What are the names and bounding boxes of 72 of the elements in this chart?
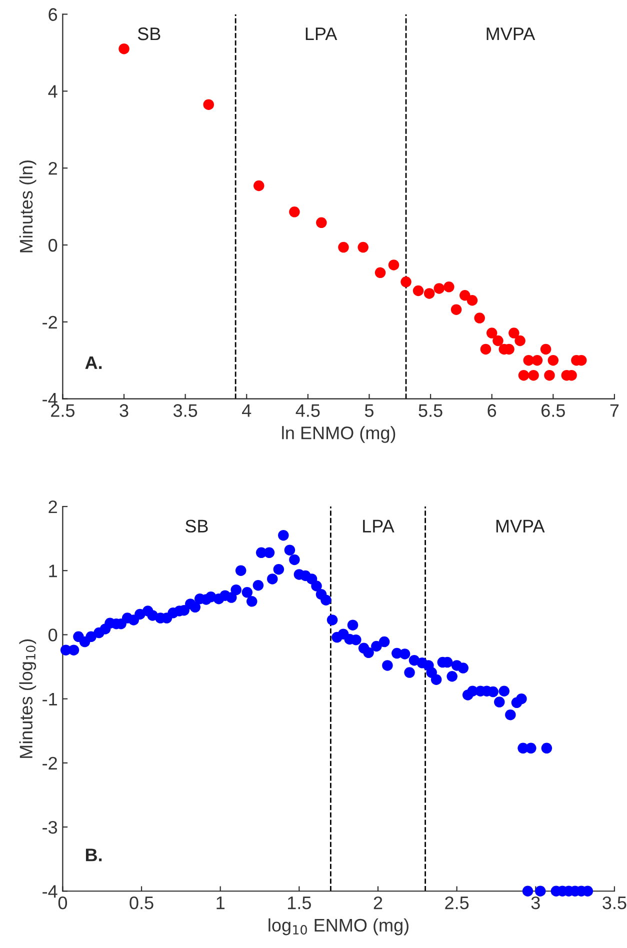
- x-tick-label: 7: [610, 404, 619, 417]
- y-tick-label: -2: [42, 756, 57, 770]
- point: [374, 267, 386, 278]
- annotation: LPA: [306, 28, 338, 40]
- point: [316, 217, 327, 228]
- x-tick-label: 2.5: [51, 404, 74, 417]
- y-tick-label: -4: [42, 885, 58, 898]
- x-tick-label: 2.5: [445, 896, 469, 910]
- point: [518, 370, 530, 381]
- x-tick-label: 1.5: [288, 896, 311, 910]
- x-tick-label: 4.5: [296, 404, 320, 417]
- point: [254, 180, 264, 192]
- point: [388, 260, 400, 270]
- y-axis-title: Minutes (ln): [19, 160, 36, 252]
- x-tick-label: 6: [488, 404, 496, 417]
- y-tick-label: 2: [48, 500, 57, 514]
- annotation: LPA: [363, 520, 394, 532]
- x-tick-label: 3: [531, 896, 540, 910]
- point: [203, 99, 214, 110]
- point: [514, 335, 526, 346]
- point: [548, 354, 559, 366]
- point: [532, 354, 543, 366]
- point: [459, 290, 470, 301]
- x-tick-label: 0.5: [130, 896, 154, 910]
- point: [474, 312, 485, 324]
- annotation: SB: [185, 520, 208, 533]
- annotation: MVPA: [496, 520, 545, 532]
- x-tick-label: 0: [58, 896, 68, 910]
- point: [508, 328, 520, 338]
- y-tick-label: 0: [48, 628, 58, 642]
- point: [480, 344, 492, 355]
- point: [528, 370, 539, 381]
- point: [444, 282, 454, 292]
- point: [450, 304, 462, 315]
- point: [118, 43, 130, 54]
- y-tick-label: 0: [48, 238, 58, 252]
- x-tick-label: 3: [120, 404, 128, 417]
- x-tick-label: 4: [242, 404, 252, 417]
- x-axis-title: ln ENMO (mg): [282, 426, 396, 443]
- point: [338, 242, 349, 253]
- point: [544, 370, 555, 381]
- annotation: MVPA: [486, 28, 536, 40]
- point: [434, 283, 445, 294]
- y-tick-label: -4: [42, 392, 58, 406]
- annotation: A.: [85, 356, 102, 369]
- y-tick-label: -2: [42, 316, 57, 328]
- x-axis-title: log$_{10}$ ENMO (mg): [268, 918, 408, 936]
- point: [424, 288, 435, 299]
- point: [400, 276, 412, 288]
- point: [540, 344, 552, 355]
- point: [358, 242, 368, 253]
- annotation: SB: [138, 27, 160, 40]
- point: [492, 335, 504, 346]
- y-tick-label: -3: [42, 820, 58, 834]
- point: [486, 328, 498, 338]
- x-tick-label: 5: [364, 404, 374, 417]
- x-tick-label: 5.5: [418, 404, 442, 417]
- point: [412, 285, 424, 296]
- y-tick-label: 6: [48, 8, 58, 21]
- y-tick-label: -1: [42, 692, 57, 706]
- y-axis-title: Minutes (log$_{10}$): [19, 639, 36, 758]
- y-tick-label: 4: [48, 85, 58, 98]
- annotation: B.: [86, 848, 102, 862]
- point: [289, 206, 300, 218]
- x-tick-label: 2: [374, 896, 382, 910]
- x-tick-label: 1: [216, 896, 224, 910]
- y-tick-label: 2: [48, 162, 57, 175]
- point: [466, 294, 478, 306]
- y-tick-label: 1: [49, 564, 57, 578]
- x-tick-label: 3.5: [173, 404, 198, 417]
- x-tick-label: 6.5: [542, 404, 565, 417]
- x-tick-label: 3.5: [602, 896, 626, 910]
